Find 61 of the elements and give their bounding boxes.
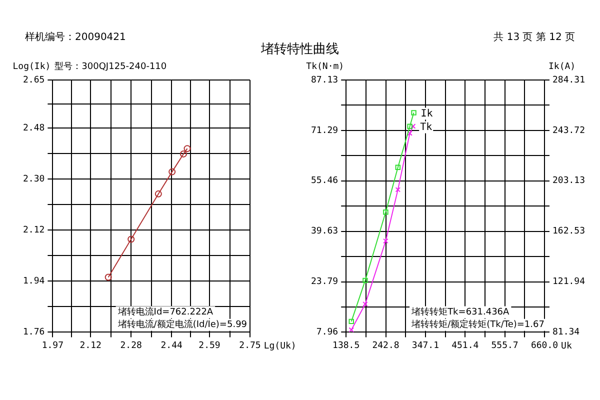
point xyxy=(383,238,388,244)
y-axis-title: Log(Ik) xyxy=(12,62,51,72)
y2-tick-label: 203.13 xyxy=(552,176,586,186)
text: 堵转特性曲线 xyxy=(261,42,339,57)
point xyxy=(362,301,368,307)
text: 样机编号：20090421 xyxy=(25,30,126,44)
y2-tick-label: 162.53 xyxy=(552,226,586,237)
point xyxy=(407,124,412,129)
y-tick-label: 71.29 xyxy=(311,126,338,136)
y-tick-label: 39.63 xyxy=(311,226,338,237)
x-axis-title: Uk xyxy=(561,341,572,352)
y-tick-label: 1.94 xyxy=(22,276,45,287)
x-tick-label: 660.0 xyxy=(530,340,558,351)
annotation: 堵转电流Id=762.222A xyxy=(116,306,214,318)
point xyxy=(348,318,354,324)
x-tick-label: 451.4 xyxy=(452,340,479,351)
point xyxy=(184,145,191,152)
text: 共 13 页 第 12 页 xyxy=(494,30,575,44)
y-tick-label: 55.46 xyxy=(311,176,338,186)
x-tick-label: 2.75 xyxy=(239,340,261,351)
y2-tick-label: 81.34 xyxy=(552,328,580,338)
point xyxy=(128,236,135,243)
chart-subtitle: 型号：300QJ125-240-110 xyxy=(54,60,167,72)
y-tick-label: 2.12 xyxy=(22,226,45,236)
x-axis-title: Lg(Uk) xyxy=(264,341,296,352)
point xyxy=(104,274,112,281)
y-tick-label: 7.96 xyxy=(316,328,338,338)
point xyxy=(395,187,401,192)
x-tick-label: 138.5 xyxy=(332,340,360,351)
y-tick-label: 2.65 xyxy=(22,75,45,86)
annotation: 堵转转矩/额定转矩(Tk/Te)=1.67 xyxy=(410,319,544,330)
x-tick-label: 347.1 xyxy=(412,340,439,351)
x-tick-label: 2.59 xyxy=(198,340,220,351)
point xyxy=(411,110,416,116)
annotation: 堵转电流/额定电流(Id/Ie)=5.99 xyxy=(116,319,248,330)
y-tick-label: 2.48 xyxy=(22,124,45,134)
x-tick-label: 555.7 xyxy=(491,340,518,351)
y2-tick-label: 284.31 xyxy=(552,75,586,86)
y-tick-label: 1.76 xyxy=(22,328,45,338)
annotation: 堵转转矩Tk=631.436A xyxy=(410,306,510,318)
x-tick-label: 1.97 xyxy=(42,340,64,351)
y-axis-title: Tk(N·m) xyxy=(306,62,344,72)
point xyxy=(383,209,388,215)
point xyxy=(362,278,368,284)
series-label: Ik xyxy=(420,108,433,120)
y-tick-label: 87.13 xyxy=(311,75,338,86)
y-tick-label: 2.30 xyxy=(22,174,45,185)
point xyxy=(180,150,187,158)
point xyxy=(168,168,176,176)
y2-tick-label: 121.94 xyxy=(552,277,586,288)
x-tick-label: 2.44 xyxy=(160,340,182,351)
y-tick-label: 23.79 xyxy=(311,277,338,288)
y2-axis-title: Ik(A) xyxy=(548,62,576,72)
point xyxy=(407,130,412,136)
x-tick-label: 2.28 xyxy=(120,340,142,351)
y2-tick-label: 243.72 xyxy=(552,126,586,136)
point xyxy=(154,190,162,198)
x-tick-label: 242.8 xyxy=(372,340,400,351)
series-label: Tk xyxy=(420,122,432,133)
x-tick-label: 2.12 xyxy=(80,340,102,351)
point xyxy=(395,164,401,170)
